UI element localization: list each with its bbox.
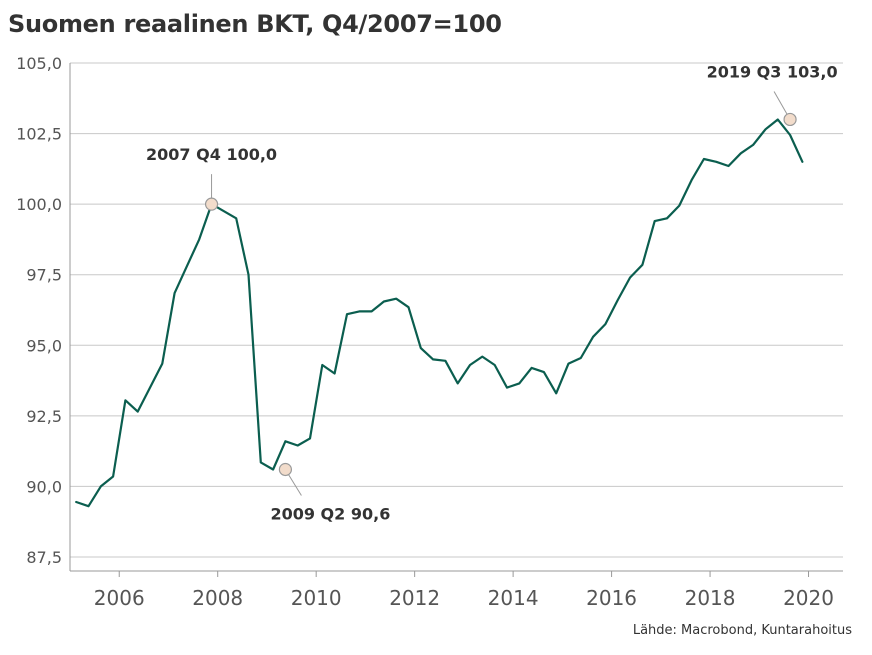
y-tick-label: 105,0 (16, 54, 62, 73)
annotation-label: 2009 Q2 90,6 (270, 504, 390, 523)
y-tick-label: 92,5 (26, 407, 62, 426)
annotations: 2007 Q4 100,0 2009 Q2 90,6 2019 Q3 103,0 (146, 62, 838, 523)
annotation-label: 2019 Q3 103,0 (707, 62, 838, 81)
x-tick-label: 2014 (488, 586, 539, 610)
y-tick-label: 90,0 (26, 477, 62, 496)
x-tick-label: 2020 (783, 586, 834, 610)
y-tick-label: 102,5 (16, 125, 62, 144)
x-tick-label: 2018 (685, 586, 736, 610)
chart-title: Suomen reaalinen BKT, Q4/2007=100 (8, 10, 502, 38)
annotation-label: 2007 Q4 100,0 (146, 145, 277, 164)
x-tick-label: 2016 (586, 586, 637, 610)
x-tick-label: 2010 (291, 586, 342, 610)
x-tick-label: 2012 (389, 586, 440, 610)
axes (69, 63, 843, 572)
y-tick-label: 100,0 (16, 195, 62, 214)
grid-lines (70, 62, 843, 558)
x-axis-ticks: 2006 2008 2010 2012 2014 2016 2018 2020 (94, 571, 834, 610)
y-tick-label: 87,5 (26, 548, 62, 567)
series-line (75, 118, 804, 508)
y-tick-label: 95,0 (26, 336, 62, 355)
y-axis-ticks: 87,5 90,0 92,5 95,0 97,5 100,0 102,5 105,0 (16, 54, 62, 567)
annotation-marker (783, 112, 797, 127)
y-tick-label: 97,5 (26, 266, 62, 285)
chart-source: Lähde: Macrobond, Kuntarahoitus (632, 623, 852, 638)
x-tick-label: 2008 (192, 586, 243, 610)
x-tick-label: 2006 (94, 586, 145, 610)
annotation-marker (204, 197, 219, 211)
annotation-marker (278, 462, 293, 477)
series-layer (75, 118, 804, 508)
